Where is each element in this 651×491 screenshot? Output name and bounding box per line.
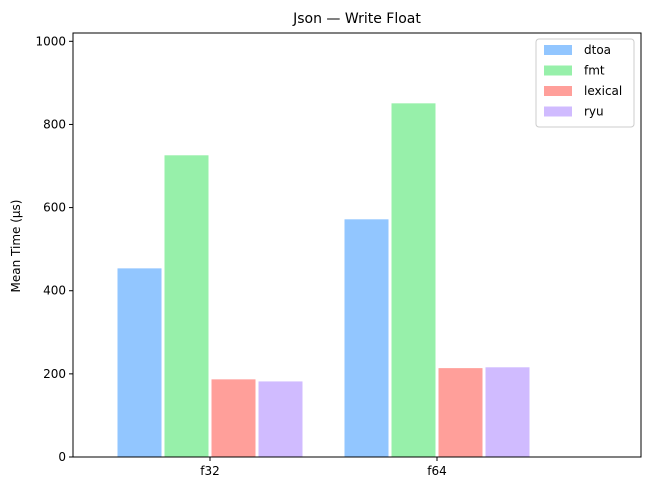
bar-dtoa-f32: [116, 267, 163, 458]
y-tick-label: 200: [43, 367, 66, 381]
legend-swatch-ryu: [544, 106, 572, 117]
chart-title: Json — Write Float: [292, 11, 421, 27]
legend-label-fmt: fmt: [584, 64, 605, 78]
y-tick-label: 0: [58, 450, 66, 464]
y-tick-label: 1000: [35, 34, 66, 48]
bar-ryu-f64: [484, 366, 531, 458]
plot-area: 0 200 400 600 800 1000 f32 f64: [35, 32, 642, 478]
legend-swatch-dtoa: [544, 45, 572, 55]
y-tick-label: 800: [43, 117, 66, 131]
y-axis-label: Mean Time (µs): [9, 200, 23, 293]
legend-label-lexical: lexical: [584, 84, 622, 98]
legend: dtoa fmt lexical ryu: [535, 38, 635, 128]
x-tick-label: f64: [427, 464, 447, 478]
x-tick-label: f32: [200, 464, 220, 478]
legend-swatch-lexical: [544, 86, 572, 96]
bar-fmt-f64: [390, 102, 437, 458]
bar-dtoa-f64: [343, 218, 390, 458]
legend-box: [535, 38, 635, 128]
bar-fmt-f32: [163, 154, 210, 458]
legend-swatch-fmt: [544, 65, 572, 76]
bar-ryu-f32: [257, 380, 304, 458]
bar-lexical-f32: [210, 378, 257, 458]
y-tick-label: 400: [43, 284, 66, 298]
y-tick-label: 600: [43, 201, 66, 215]
plot-frame: [72, 32, 642, 458]
bar-lexical-f64: [437, 367, 484, 458]
legend-label-dtoa: dtoa: [584, 43, 611, 57]
legend-label-ryu: ryu: [584, 105, 604, 119]
